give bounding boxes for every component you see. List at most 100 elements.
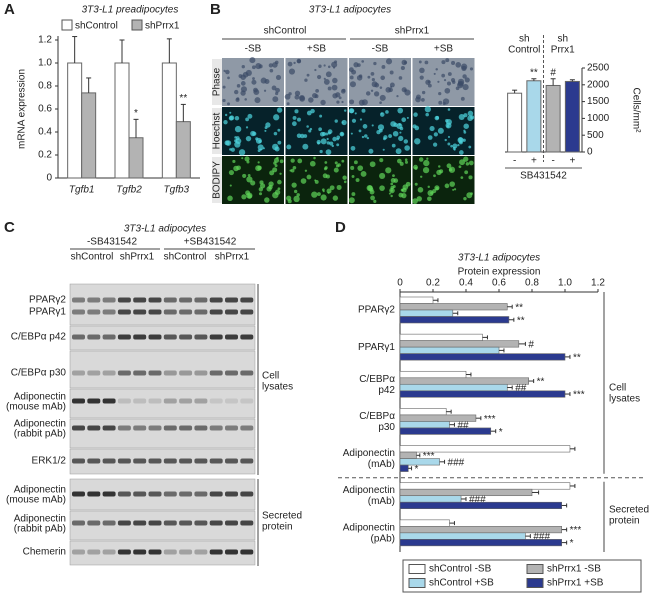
- bar: [399, 333, 483, 341]
- band: [194, 458, 208, 464]
- cell: [389, 70, 394, 75]
- cell: [404, 158, 408, 161]
- cell: [453, 148, 456, 151]
- x-axis-label: Protein expression: [458, 267, 541, 278]
- band: [148, 520, 162, 526]
- cell: [353, 62, 359, 68]
- bar: [399, 519, 450, 527]
- band: [194, 334, 208, 340]
- cell: [451, 60, 456, 65]
- band: [163, 520, 177, 526]
- cell: [438, 165, 441, 168]
- band: [194, 309, 208, 315]
- band: [163, 370, 177, 376]
- cell: [393, 178, 399, 183]
- band: [179, 549, 193, 555]
- cell: [361, 135, 365, 139]
- cell: [326, 141, 330, 145]
- y-tick-label: C/EBPα p42: [359, 373, 395, 395]
- band: [133, 549, 147, 555]
- band: [87, 370, 101, 376]
- band: [87, 458, 101, 464]
- cell: [279, 172, 282, 175]
- band: [163, 491, 177, 497]
- cell: [228, 115, 234, 121]
- bar: [545, 84, 561, 153]
- bar: [399, 353, 566, 361]
- cell: [424, 106, 431, 113]
- cell: [463, 196, 467, 201]
- cell: [380, 75, 386, 81]
- cell: [457, 81, 464, 89]
- section-label: Cell lysates: [262, 370, 293, 392]
- cell: [304, 169, 308, 172]
- band: [225, 549, 238, 555]
- cell: [223, 69, 226, 73]
- y-tick-label: 2000: [587, 79, 610, 90]
- y-tick-label: 0.4: [38, 127, 52, 138]
- cell: [246, 176, 253, 183]
- significance: ###: [533, 532, 550, 543]
- y-tick-label: 1000: [587, 113, 610, 124]
- band: [117, 425, 131, 431]
- cell: [379, 158, 384, 163]
- blot-label: Chemerin: [23, 547, 66, 558]
- cell: [445, 58, 450, 63]
- cell: [458, 114, 465, 121]
- cell: [341, 100, 344, 104]
- cell: [332, 93, 338, 99]
- blot-group: shPrrx1: [120, 252, 155, 263]
- cell: [331, 144, 334, 148]
- cell: [400, 65, 405, 71]
- cell: [318, 64, 322, 68]
- blot-title: 3T3-L1 adipocytes: [124, 224, 206, 235]
- band: [209, 549, 223, 555]
- band: [102, 370, 116, 376]
- y-tick-label: 0.8: [38, 81, 52, 92]
- cell: [354, 112, 357, 115]
- cell: [277, 140, 282, 145]
- band: [148, 425, 162, 431]
- legend-swatch: [526, 564, 544, 574]
- cell: [404, 145, 410, 151]
- significance: **: [573, 353, 581, 364]
- cell: [399, 131, 402, 134]
- cell: [452, 80, 456, 84]
- cell: [368, 148, 374, 154]
- band: [102, 458, 116, 464]
- significance: **: [517, 315, 525, 326]
- cell: [249, 57, 256, 64]
- band: [194, 520, 208, 526]
- band: [133, 309, 147, 315]
- cell: [317, 74, 322, 80]
- x-tick-label: +: [531, 156, 537, 167]
- x-tick-label: 1.0: [558, 278, 572, 289]
- y-axis-label: mRNA expression: [17, 69, 28, 149]
- cell: [273, 114, 280, 121]
- cell: [388, 134, 392, 138]
- cell: [464, 170, 469, 175]
- y-tick-label: 0.2: [38, 150, 52, 161]
- cell: [236, 165, 241, 171]
- cell: [390, 194, 393, 198]
- cell: [459, 150, 464, 155]
- cell: [443, 79, 447, 82]
- cell: [349, 67, 354, 73]
- band: [225, 458, 238, 464]
- cell: [457, 143, 460, 147]
- band: [87, 549, 101, 555]
- cell: [263, 89, 267, 92]
- x-tick-label: 0.6: [492, 278, 506, 289]
- cell: [401, 117, 407, 123]
- band: [72, 370, 85, 376]
- cell: [286, 102, 290, 106]
- micrograph: [285, 58, 348, 106]
- cell: [286, 195, 292, 201]
- cell: [396, 94, 399, 98]
- cell: [452, 188, 455, 191]
- cell: [224, 113, 228, 117]
- cell: [324, 161, 328, 164]
- cell: [458, 165, 462, 169]
- cell: [325, 174, 330, 179]
